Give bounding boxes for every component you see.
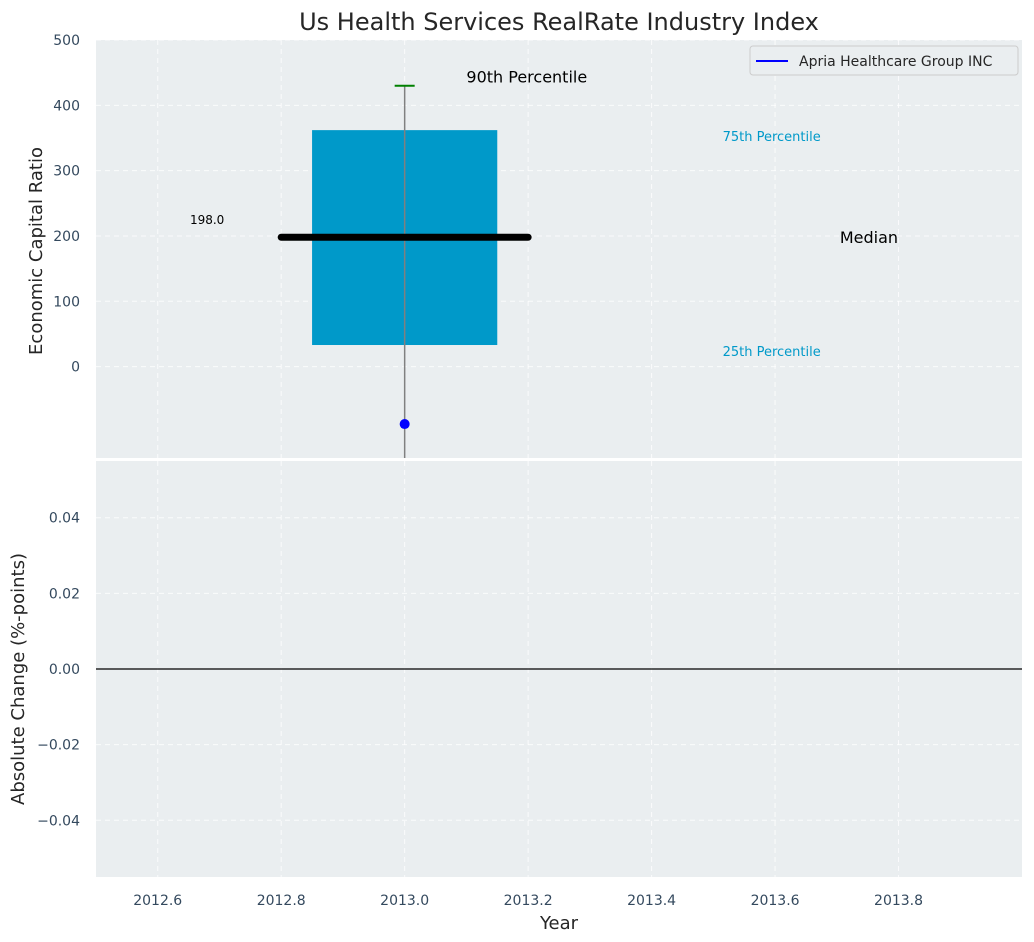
median-label: Median [840,228,898,247]
top-y-tick-label: 200 [53,229,80,245]
bottom-y-axis-label: Absolute Change (%-points) [8,553,29,805]
top-y-axis-label: Economic Capital Ratio [26,147,47,355]
legend: Apria Healthcare Group INC [749,45,1019,76]
top-y-tick-label: 500 [53,33,80,49]
x-tick-label: 2012.6 [133,893,182,909]
median-value-label: 198.0 [190,213,224,227]
x-ticks: 2012.6 2012.8 2013.0 2013.2 2013.4 2013.6 2013… [133,893,923,909]
box-plot [277,84,532,458]
bottom-y-tick-label: 0.00 [49,662,80,678]
top-y-tick-label: 300 [53,164,80,180]
top-y-tick-label: 100 [53,294,80,310]
bottom-panel: 0.04 0.02 0.00 −0.02 −0.04 2012.6 2012.8 2013.… [8,461,1022,934]
top-y-tick-label: 0 [71,360,80,376]
bottom-y-ticks: 0.04 0.02 0.00 −0.02 −0.04 [37,511,80,830]
company-point [399,419,410,430]
top-grid [96,39,1022,458]
p90-label: 90th Percentile [466,68,587,87]
x-tick-label: 2013.0 [380,893,429,909]
legend-box [749,45,1019,76]
bottom-y-tick-label: −0.04 [37,813,80,829]
bottom-y-tick-label: −0.02 [37,738,80,754]
legend-entry-label: Apria Healthcare Group INC [799,54,993,70]
x-tick-label: 2013.2 [504,893,553,909]
x-tick-label: 2013.8 [874,893,923,909]
x-tick-label: 2013.6 [751,893,800,909]
bottom-y-tick-label: 0.04 [49,511,80,527]
p75-label: 75th Percentile [723,130,821,145]
chart-title: Us Health Services RealRate Industry Ind… [299,8,819,36]
top-y-ticks: 0 100 200 300 400 500 [53,33,80,376]
x-tick-label: 2013.4 [627,893,676,909]
x-axis-label: Year [539,913,579,934]
p25-label: 25th Percentile [723,345,821,360]
bottom-y-tick-label: 0.02 [49,586,80,602]
x-tick-label: 2012.8 [257,893,306,909]
top-y-tick-label: 400 [53,98,80,114]
top-plot-area [96,40,1022,458]
